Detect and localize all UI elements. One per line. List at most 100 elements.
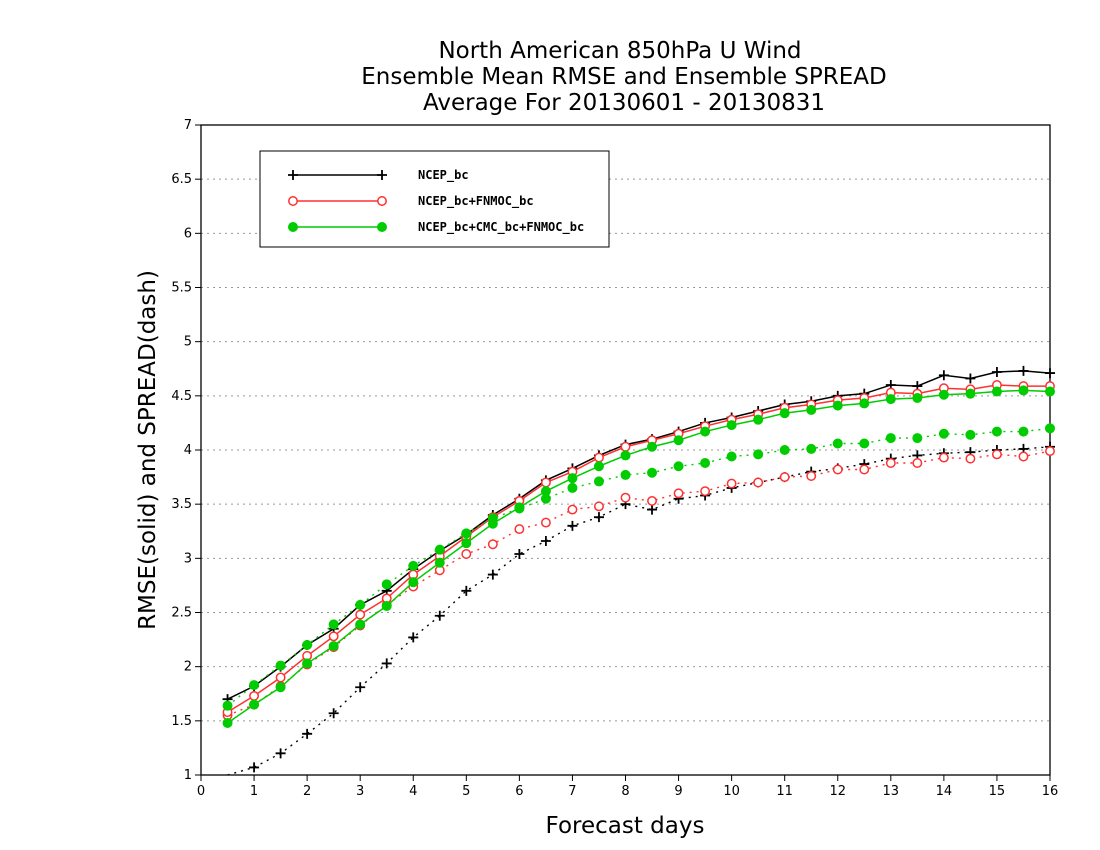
filled-circle-marker	[620, 469, 631, 480]
y-tick-label: 3.5	[171, 497, 192, 512]
open-circle-marker	[620, 441, 631, 452]
filled-circle-marker	[912, 433, 923, 444]
filled-circle-marker	[288, 222, 298, 232]
filled-circle-marker	[673, 461, 684, 472]
open-circle-marker	[620, 492, 631, 503]
open-circle-marker	[753, 477, 764, 488]
plus-marker	[567, 520, 578, 531]
filled-circle-marker	[540, 486, 551, 497]
open-circle-marker	[567, 504, 578, 515]
plus-marker	[288, 170, 298, 180]
plus-marker	[991, 367, 1002, 377]
plus-marker	[487, 569, 498, 580]
y-tick-label: 1	[184, 768, 192, 783]
plus-marker	[275, 748, 286, 759]
open-circle-marker	[647, 495, 657, 506]
open-circle-marker	[779, 472, 790, 483]
filled-circle-marker	[647, 467, 658, 478]
open-circle-marker	[461, 549, 472, 559]
y-tick-label: 4.5	[171, 389, 192, 404]
title-line-2: Ensemble Mean RMSE and Ensemble SPREAD	[361, 64, 886, 90]
open-circle-marker	[249, 690, 260, 701]
filled-circle-marker	[647, 441, 658, 452]
open-circle-marker	[540, 477, 551, 488]
y-tick-label: 3	[184, 551, 192, 566]
filled-circle-marker	[753, 414, 764, 425]
open-circle-marker	[912, 458, 923, 468]
spread-line	[227, 427, 1051, 707]
open-circle-marker	[859, 464, 870, 475]
legend-label: NCEP_bc+FNMOC_bc	[418, 194, 534, 209]
y-tick-label: 6.5	[171, 172, 192, 187]
filled-circle-marker	[275, 660, 286, 671]
x-tick-label: 1	[250, 784, 258, 799]
plus-marker	[381, 658, 392, 669]
filled-circle-marker	[700, 458, 711, 468]
x-axis: 0 1 2 3 4 5 6 7 8 9 10 11 12 13 14 15 16	[197, 775, 1058, 799]
open-circle-marker	[991, 449, 1002, 460]
filled-circle-marker	[593, 461, 604, 472]
x-tick-label: 5	[462, 784, 470, 799]
open-circle-marker	[540, 517, 551, 528]
filled-circle-marker	[779, 445, 790, 455]
filled-circle-marker	[408, 560, 419, 571]
chart-title: North American 850hPa U Wind Ensemble Me…	[361, 38, 886, 116]
y-tick-label: 4	[184, 443, 192, 458]
y-tick-label: 6	[184, 226, 192, 241]
filled-circle-marker	[434, 557, 445, 568]
y-axis-label: RMSE(solid) and SPREAD(dash)	[135, 270, 161, 630]
plus-marker	[540, 536, 551, 546]
filled-circle-marker	[991, 426, 1002, 437]
filled-circle-marker	[328, 619, 339, 630]
open-circle-marker	[700, 486, 711, 497]
filled-circle-marker	[355, 619, 366, 630]
filled-circle-marker	[328, 641, 339, 652]
plus-marker	[461, 585, 472, 596]
x-tick-label: 0	[197, 784, 205, 799]
filled-circle-marker	[302, 640, 313, 650]
filled-circle-marker	[859, 398, 870, 409]
x-tick-label: 12	[829, 784, 846, 799]
open-circle-marker	[514, 524, 525, 535]
x-tick-label: 2	[303, 784, 311, 799]
open-circle-marker	[806, 471, 817, 481]
y-tick-label: 5	[184, 335, 192, 350]
filled-circle-marker	[991, 386, 1002, 397]
filled-circle-marker	[593, 476, 604, 487]
legend-item-2: NCEP_bc+CMC_bc+FNMOC_bc	[288, 220, 584, 235]
filled-circle-marker	[832, 438, 843, 449]
plus-marker	[647, 504, 658, 515]
filled-circle-marker	[806, 404, 817, 415]
plus-marker	[377, 170, 387, 180]
open-circle-marker	[673, 488, 684, 499]
plus-marker	[1045, 368, 1055, 379]
filled-circle-marker	[726, 451, 737, 462]
open-circle-marker	[355, 609, 366, 620]
legend-item-1: NCEP_bc+FNMOC_bc	[288, 194, 534, 209]
series-2	[222, 385, 1055, 728]
filled-circle-marker	[806, 443, 817, 454]
filled-circle-marker	[514, 502, 525, 513]
open-circle-marker	[288, 196, 298, 206]
filled-circle-marker	[222, 718, 233, 728]
legend-label: NCEP_bc+CMC_bc+FNMOC_bc	[418, 220, 584, 235]
plus-marker	[1018, 365, 1029, 376]
filled-circle-marker	[700, 426, 711, 437]
filled-circle-marker	[753, 449, 764, 460]
title-line-3: Average For 20130601 - 20130831	[423, 90, 825, 116]
filled-circle-marker	[885, 394, 896, 405]
series-layer	[222, 365, 1055, 776]
x-tick-label: 13	[883, 784, 900, 799]
filled-circle-marker	[461, 538, 472, 549]
x-tick-label: 3	[356, 784, 364, 799]
filled-circle-marker	[1018, 426, 1029, 437]
title-line-1: North American 850hPa U Wind	[438, 38, 801, 64]
filled-circle-marker	[222, 700, 233, 711]
x-tick-label: 16	[1042, 784, 1059, 799]
open-circle-marker	[1018, 451, 1029, 462]
plus-marker	[593, 512, 604, 523]
filled-circle-marker	[779, 408, 790, 419]
plus-marker	[514, 549, 525, 559]
x-tick-label: 6	[515, 784, 523, 799]
